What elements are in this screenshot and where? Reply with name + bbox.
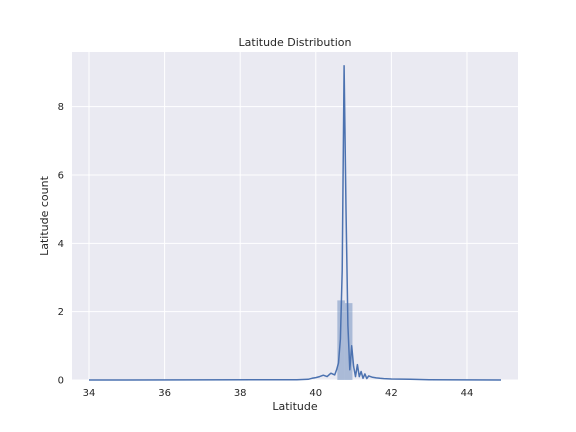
x-axis-label: Latitude — [272, 400, 318, 413]
y-tick-label: 2 — [58, 307, 64, 318]
y-tick-label: 6 — [58, 171, 64, 182]
y-tick-label: 8 — [58, 102, 64, 113]
y-tick-label: 4 — [58, 239, 64, 250]
chart-title: Latitude Distribution — [239, 36, 352, 49]
y-axis-ticks: 0 2 4 6 8 — [58, 102, 64, 386]
x-tick-label: 42 — [385, 388, 398, 399]
x-axis-ticks: 34 36 38 40 42 44 — [83, 388, 474, 399]
kde-line — [88, 64, 502, 381]
kde-curve — [88, 64, 502, 381]
y-tick-label: 0 — [58, 376, 64, 387]
plot-background — [72, 52, 518, 380]
x-tick-label: 36 — [158, 388, 171, 399]
x-tick-label: 38 — [234, 388, 247, 399]
histogram-bar — [337, 300, 345, 380]
x-tick-label: 40 — [309, 388, 322, 399]
y-axis-label: Latitude count — [38, 175, 51, 255]
x-tick-label: 44 — [461, 388, 474, 399]
x-tick-label: 34 — [83, 388, 96, 399]
